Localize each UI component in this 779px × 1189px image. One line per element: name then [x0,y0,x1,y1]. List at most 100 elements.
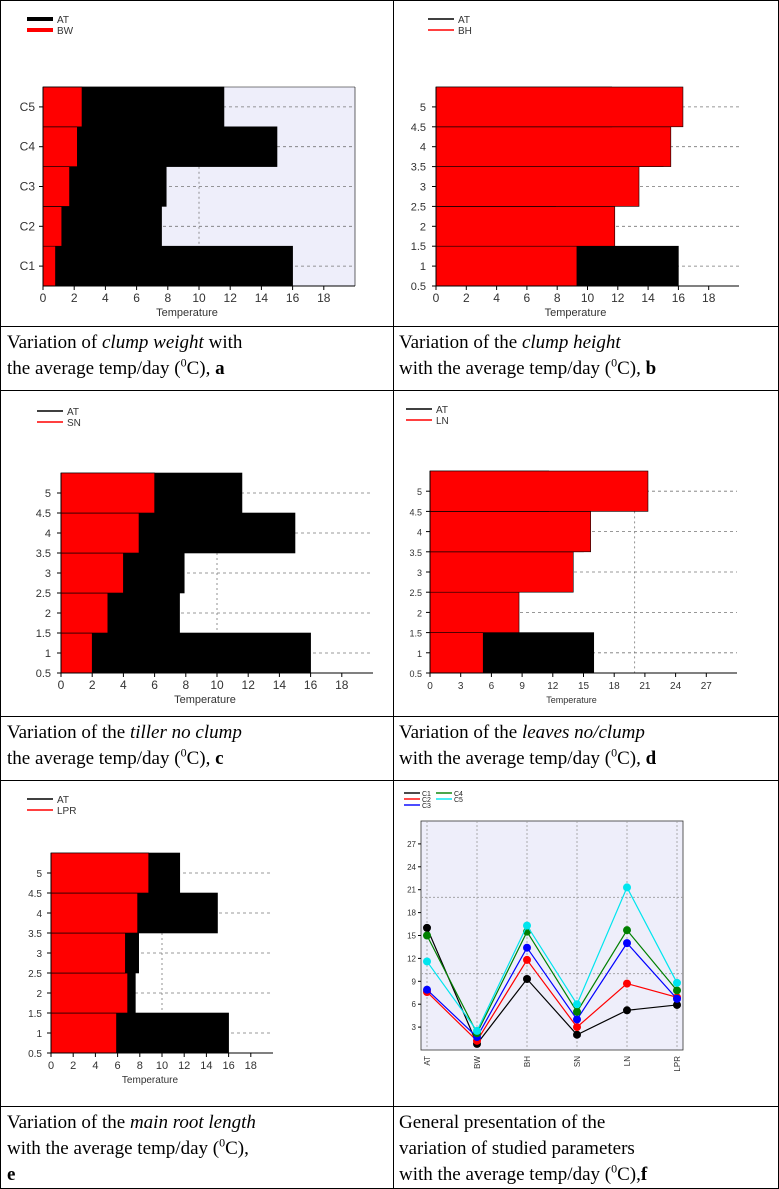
x-tick-label: 21 [639,681,651,692]
point-c1-at [423,923,431,932]
point-c3-bh [523,943,531,952]
y-tick-label: 0.5 [411,281,426,293]
bar-bh-2 [435,206,616,247]
x-tick-label: BH [523,1056,532,1067]
x-tick-label: 10 [192,291,206,305]
y-tick-label: 4 [45,528,51,540]
y-tick-label: 5 [417,487,422,497]
x-tick-label: 0 [48,1060,54,1072]
y-tick-label: 2 [417,608,422,618]
bar-bw-C1 [42,245,56,287]
caption-e: Variation of the main root length with t… [7,1112,256,1185]
point-c5-ln [623,883,631,892]
x-tick-label: 2 [70,1060,76,1072]
legend-label-at: AT [458,15,470,26]
x-axis-label: Temperature [545,307,607,319]
x-axis-label: Temperature [174,694,236,706]
legend-label-at: AT [436,405,448,416]
x-axis-label: Temperature [156,307,218,319]
legend-label-lpr: LPR [57,806,76,817]
legend-label-at: AT [57,15,69,26]
legend-label-at: AT [57,795,69,806]
y-tick-label: 2.5 [28,969,42,980]
x-tick-label: 8 [182,678,189,692]
bar-bh-3 [435,166,640,207]
bar-bw-C3 [42,166,70,207]
bar-sn-5 [60,472,155,514]
bar-sn-3 [60,552,124,594]
bar-sn-4 [60,512,140,554]
x-tick-label: LN [623,1056,632,1066]
bar-at-1 [60,632,311,674]
x-tick-label: BW [473,1056,482,1069]
x-tick-label: LPR [673,1056,682,1072]
y-tick-label: C2 [20,219,36,233]
x-tick-label: 2 [463,291,470,305]
point-c3-sn [573,1015,581,1024]
x-tick-label: 16 [672,291,686,305]
panel-d: 0 3 6 9 12 15 18 21 24 27 Temperature 0.5 1 1.5 2 2.5 3 3… [394,391,778,715]
bar-sn-1 [60,632,93,674]
y-tick-label: 3.5 [409,548,422,558]
legend-label-bh: BH [458,26,472,37]
x-tick-label: 6 [115,1060,121,1072]
x-tick-label: 0 [433,291,440,305]
y-tick-label: C3 [20,180,36,194]
y-tick-label: 1 [417,649,422,659]
x-tick-label: 14 [641,291,655,305]
x-tick-label: 18 [335,678,349,692]
x-tick-label: 12 [611,291,625,305]
y-tick-label: 21 [407,886,416,895]
bar-lpr-4 [50,892,138,934]
y-tick-label: 5 [420,102,426,114]
y-tick-label: 4.5 [411,122,426,134]
x-tick-label: 24 [670,681,682,692]
y-tick-label: 4.5 [28,889,42,900]
x-tick-label: 6 [524,291,531,305]
x-tick-label: 18 [317,291,331,305]
y-tick-label: 4 [420,142,426,154]
x-tick-label: 4 [120,678,127,692]
legend-label-bw: BW [57,26,74,37]
y-tick-label: 2 [420,221,426,233]
point-c5-at [423,957,431,966]
bar-bh-4 [435,126,672,167]
bar-sn-2 [60,592,109,634]
x-tick-label: 18 [609,681,621,692]
legend-label-ln: LN [436,416,449,427]
y-tick-label: 2.5 [411,201,426,213]
panel-b: 0 2 4 6 8 10 12 14 16 18 Temperature 0.5 1 1.5 2 2.5 3 3.… [394,1,778,325]
caption-b: Variation of the clump height with the a… [399,332,657,379]
y-tick-label: 1 [420,261,426,273]
x-tick-label: 9 [519,681,525,692]
caption-f: General presentation of the variation of… [399,1112,648,1185]
bar-ln-3 [429,551,574,593]
y-tick-label: 3 [420,182,426,194]
y-tick-label: 4 [36,909,42,920]
x-axis-label: Temperature [546,695,597,705]
bar-lpr-5 [50,852,149,894]
legend-label-c1: C1 [422,791,431,798]
series-line-c3 [426,942,678,1038]
x-tick-label: 10 [156,1060,168,1072]
y-tick-label: 24 [407,863,416,872]
x-tick-label: SN [573,1056,582,1067]
x-tick-label: 16 [286,291,300,305]
x-tick-label: AT [423,1056,432,1066]
point-c3-lpr [673,994,681,1003]
x-tick-label: 0 [58,678,65,692]
caption-c: Variation of the tiller no clump the ave… [7,722,242,769]
series-line-c5 [426,886,678,1033]
y-tick-label: 2 [45,608,51,620]
caption-a: Variation of clump weight with the avera… [7,332,243,379]
x-tick-label: 18 [245,1060,257,1072]
x-tick-label: 2 [89,678,96,692]
y-tick-label: 5 [36,869,42,880]
plot-background [420,820,684,1051]
y-tick-label: 12 [407,954,416,963]
chart-b-svg: 0 2 4 6 8 10 12 14 16 18 Temperature 0.5 1 1.5 2 2.5 3 3.… [411,15,739,319]
point-c3-ln [623,939,631,948]
series-line-c1 [426,927,678,1046]
bar-at-C4 [42,126,278,167]
